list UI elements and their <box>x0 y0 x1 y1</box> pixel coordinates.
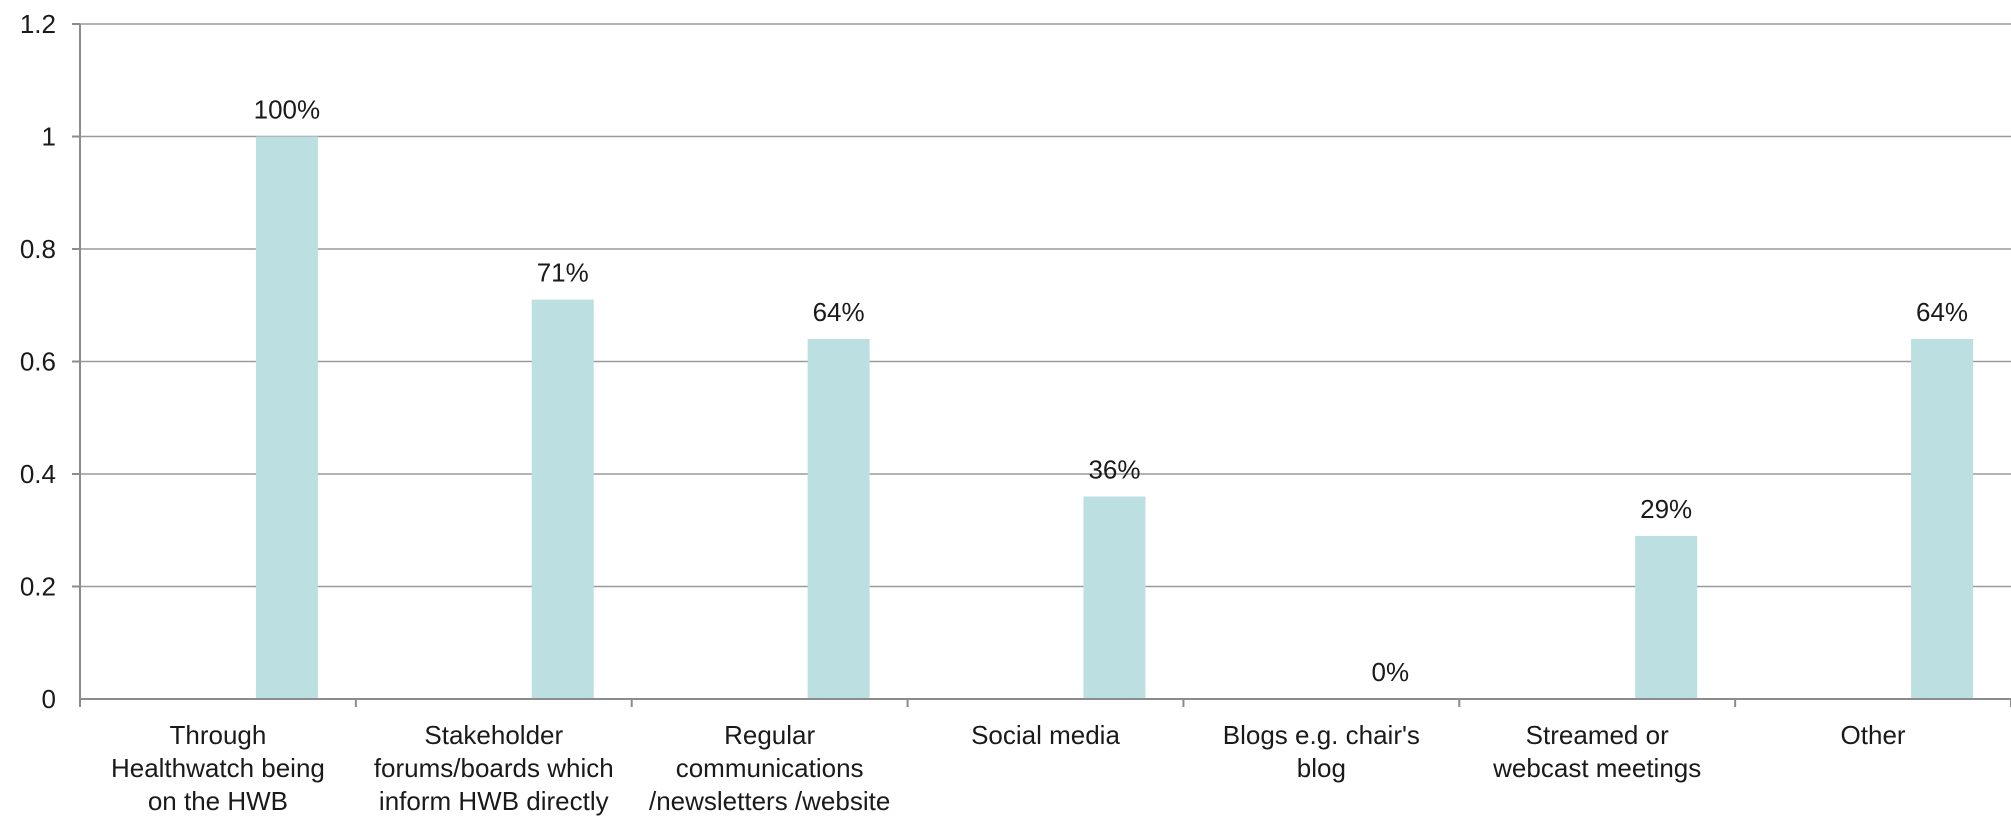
axes <box>72 23 2011 707</box>
bar <box>531 299 594 699</box>
bar <box>1911 339 1974 699</box>
category-label: forums/boards which <box>374 753 614 783</box>
y-tick-label: 0.2 <box>20 572 56 602</box>
category-label: Stakeholder <box>424 720 563 750</box>
bar <box>255 136 318 699</box>
y-tick-label: 1 <box>42 122 56 152</box>
category-label: communications <box>676 753 864 783</box>
y-tick-label: 1.2 <box>20 9 56 39</box>
bar <box>807 339 870 699</box>
data-label: 29% <box>1640 494 1692 524</box>
bar <box>1083 496 1146 699</box>
bar <box>1635 535 1698 699</box>
data-label: 64% <box>1916 297 1968 327</box>
y-tick-label: 0.4 <box>20 459 56 489</box>
data-label: 36% <box>1088 455 1140 485</box>
data-label: 0% <box>1372 657 1410 687</box>
y-tick-label: 0 <box>42 684 56 714</box>
category-label: Healthwatch being <box>111 753 325 783</box>
data-label: 71% <box>537 258 589 288</box>
category-label: Regular <box>724 720 815 750</box>
data-label: 64% <box>813 297 865 327</box>
data-label: 100% <box>254 95 321 125</box>
y-axis-ticks: 0 0.2 0.4 0.6 0.8 1 1.2 <box>20 9 56 714</box>
category-label: Through <box>170 720 267 750</box>
y-tick-label: 0.6 <box>20 347 56 377</box>
bars <box>255 136 1974 699</box>
y-tick-label: 0.8 <box>20 234 56 264</box>
category-label: Other <box>1841 720 1906 750</box>
category-label: on the HWB <box>148 786 288 816</box>
category-label: Blogs e.g. chair's <box>1223 720 1420 750</box>
category-label: Social media <box>971 720 1120 750</box>
category-label: Streamed or <box>1526 720 1669 750</box>
gridlines <box>80 23 2011 588</box>
category-label: webcast meetings <box>1492 753 1701 783</box>
category-label: /newsletters /website <box>649 786 890 816</box>
category-label: blog <box>1297 753 1346 783</box>
category-label: inform HWB directly <box>379 786 609 816</box>
data-labels: 100% 71% 64% 36% 0% 29% 64% <box>254 95 1968 688</box>
